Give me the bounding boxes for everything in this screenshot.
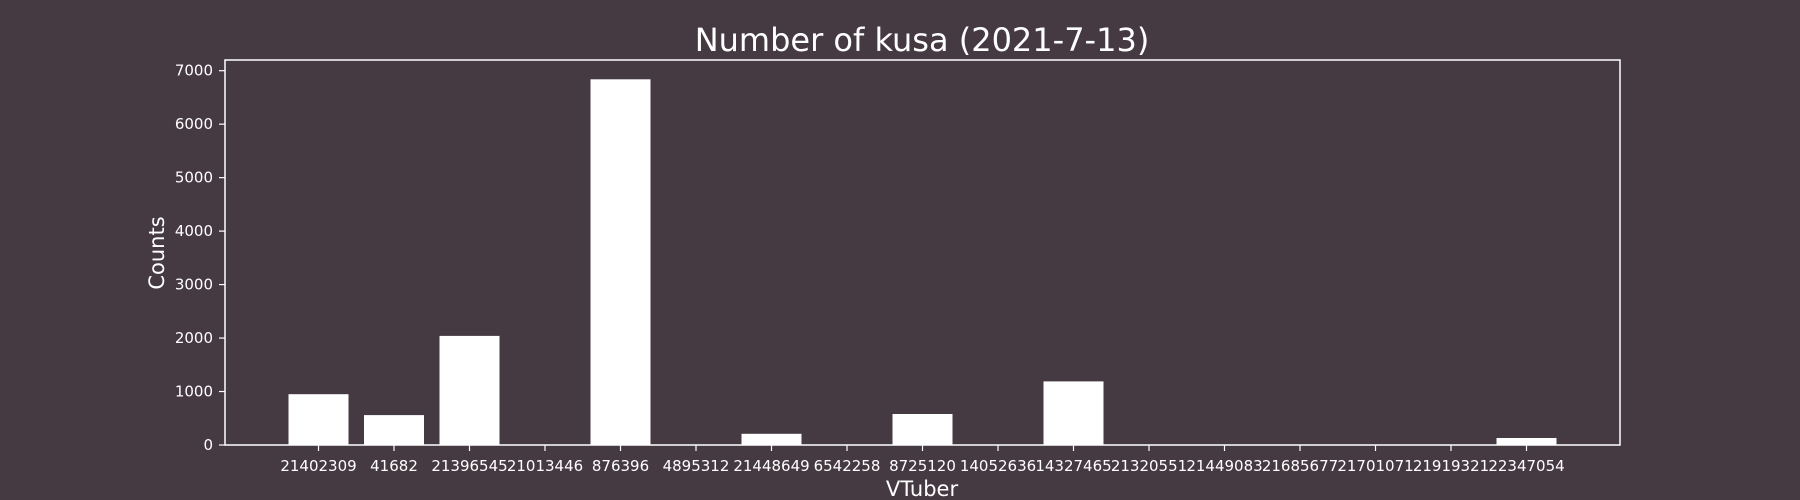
chart-title: Number of kusa (2021-7-13)	[695, 21, 1150, 59]
x-tick-label: 21449083	[1186, 457, 1262, 475]
y-axis-label: Counts	[145, 216, 169, 289]
x-tick-label: 21919321	[1413, 457, 1489, 475]
x-tick-label: 22347054	[1488, 457, 1564, 475]
x-tick-label: 6542258	[814, 457, 881, 475]
x-tick-label: 4895312	[663, 457, 730, 475]
y-tick-label: 0	[203, 436, 213, 454]
x-tick-label: 14052636	[960, 457, 1036, 475]
y-tick-label: 7000	[175, 62, 213, 80]
y-tick-label: 5000	[175, 169, 213, 187]
x-tick-label: 8725120	[889, 457, 956, 475]
bar-21402309	[288, 394, 349, 445]
x-tick-label: 21320551	[1111, 457, 1187, 475]
y-axis: 0 1000 2000 3000 4000 5000 6000 7000	[175, 62, 225, 454]
bar-8725120	[892, 414, 953, 445]
x-tick-label: 41682	[370, 457, 418, 475]
x-tick-label: 21402309	[280, 457, 356, 475]
bar-21396545	[439, 335, 500, 445]
x-tick-label: 21013446	[507, 457, 583, 475]
bars-group	[288, 79, 1557, 446]
bar-41682	[364, 415, 424, 445]
bar-22347054	[1496, 438, 1557, 445]
plot-frame	[224, 59, 1621, 446]
y-tick-label: 4000	[175, 222, 213, 240]
y-tick-label: 1000	[175, 383, 213, 401]
y-tick-label: 3000	[175, 276, 213, 294]
x-tick-label: 876396	[592, 457, 649, 475]
x-tick-label: 14327465	[1035, 457, 1111, 475]
x-tick-label: 21448649	[733, 457, 809, 475]
x-axis: 21402309 41682 21396545 21013446 876396 48953…	[280, 445, 1565, 475]
x-tick-label: 21396545	[431, 457, 507, 475]
bar-14327465	[1043, 381, 1104, 445]
x-axis-label: VTuber	[886, 477, 959, 500]
y-tick-label: 6000	[175, 115, 213, 133]
bar-21448649	[741, 433, 802, 445]
x-tick-label: 21685677	[1262, 457, 1338, 475]
bar-876396	[590, 79, 651, 446]
y-tick-label: 2000	[175, 329, 213, 347]
x-tick-label: 21701071	[1337, 457, 1413, 475]
